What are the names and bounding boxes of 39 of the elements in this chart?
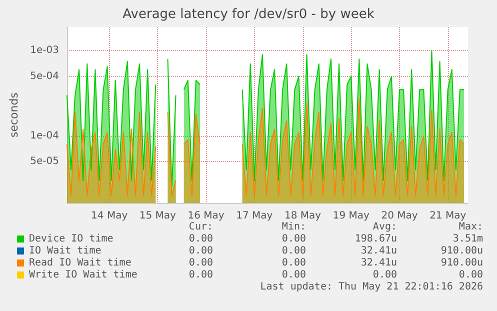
- y-tick-label: 1e-03: [30, 45, 59, 56]
- text: Cur:: [188, 222, 214, 232]
- text: 0.00: [188, 270, 214, 280]
- text: 32.41u: [360, 246, 397, 256]
- text: 198.67u: [354, 234, 398, 244]
- text: 0.00: [188, 258, 214, 268]
- text: 3.51m: [452, 234, 484, 244]
- legend-label: IO Wait time: [29, 246, 102, 256]
- text: 0.00: [458, 270, 484, 280]
- text: 0.00: [282, 258, 306, 268]
- text: 0.00: [282, 234, 306, 244]
- x-tick-label: 21 May: [430, 210, 466, 222]
- chart-title: Average latency for /dev/sr0 - by week: [122, 7, 375, 22]
- x-tick-label: 17 May: [236, 210, 273, 222]
- y-tick-label: 5e-05: [30, 156, 59, 168]
- text: 0.00: [282, 246, 306, 256]
- x-tick-label: 18 May: [284, 210, 322, 222]
- text: 0.00: [188, 246, 214, 256]
- x-tick-label: 20 May: [381, 210, 418, 222]
- y-tick-label: 1e-04: [30, 130, 59, 142]
- text: 0.00: [188, 234, 214, 244]
- text: 910.00u: [440, 258, 484, 268]
- x-tick-label: 15 May: [139, 210, 176, 222]
- text: 0.00: [282, 270, 306, 280]
- text: Max:: [458, 222, 484, 232]
- text: Last update: Thu May 21 22:01:16 2026: [260, 282, 484, 292]
- legend-label: Read IO Wait time: [29, 258, 132, 268]
- legend-label: Write IO Wait time: [29, 270, 138, 280]
- text: Avg:: [372, 222, 398, 232]
- x-tick-label: 19 May: [332, 210, 370, 222]
- legend-label: Device IO time: [29, 234, 114, 244]
- text: 910.00u: [440, 246, 484, 256]
- text: 32.41u: [360, 258, 397, 268]
- text: 0.00: [372, 270, 398, 280]
- y-tick-label: 5e-04: [30, 70, 59, 82]
- y-axis-title: seconds: [7, 92, 20, 138]
- x-tick-label: 16 May: [188, 210, 224, 222]
- text: Min:: [282, 222, 306, 232]
- x-tick-label: 14 May: [91, 210, 128, 222]
